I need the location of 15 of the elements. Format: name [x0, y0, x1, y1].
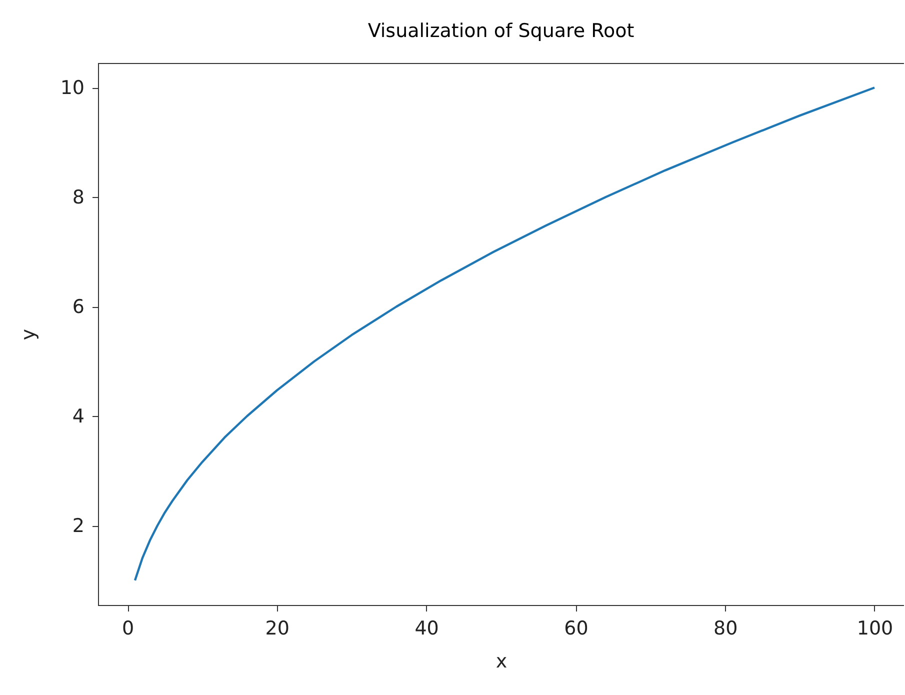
line-series — [134, 86, 876, 582]
y-tick-label: 2 — [72, 515, 84, 538]
x-tick-label: 20 — [265, 618, 290, 640]
x-tick-label: 80 — [714, 618, 738, 640]
x-tick-label: 40 — [414, 618, 439, 640]
y-tick-label: 10 — [60, 77, 84, 100]
y-tick-label: 8 — [72, 186, 84, 209]
chart-title: Visualization of Square Root — [368, 20, 634, 42]
x-tick-label: 0 — [122, 618, 134, 640]
y-tick-label: 4 — [72, 406, 84, 428]
y-tick-label: 6 — [72, 296, 84, 318]
y-axis-title: y — [17, 328, 40, 340]
x-tick-label: 60 — [564, 618, 588, 640]
x-axis-title: x — [496, 650, 508, 672]
x-tick-label: 100 — [856, 618, 894, 640]
